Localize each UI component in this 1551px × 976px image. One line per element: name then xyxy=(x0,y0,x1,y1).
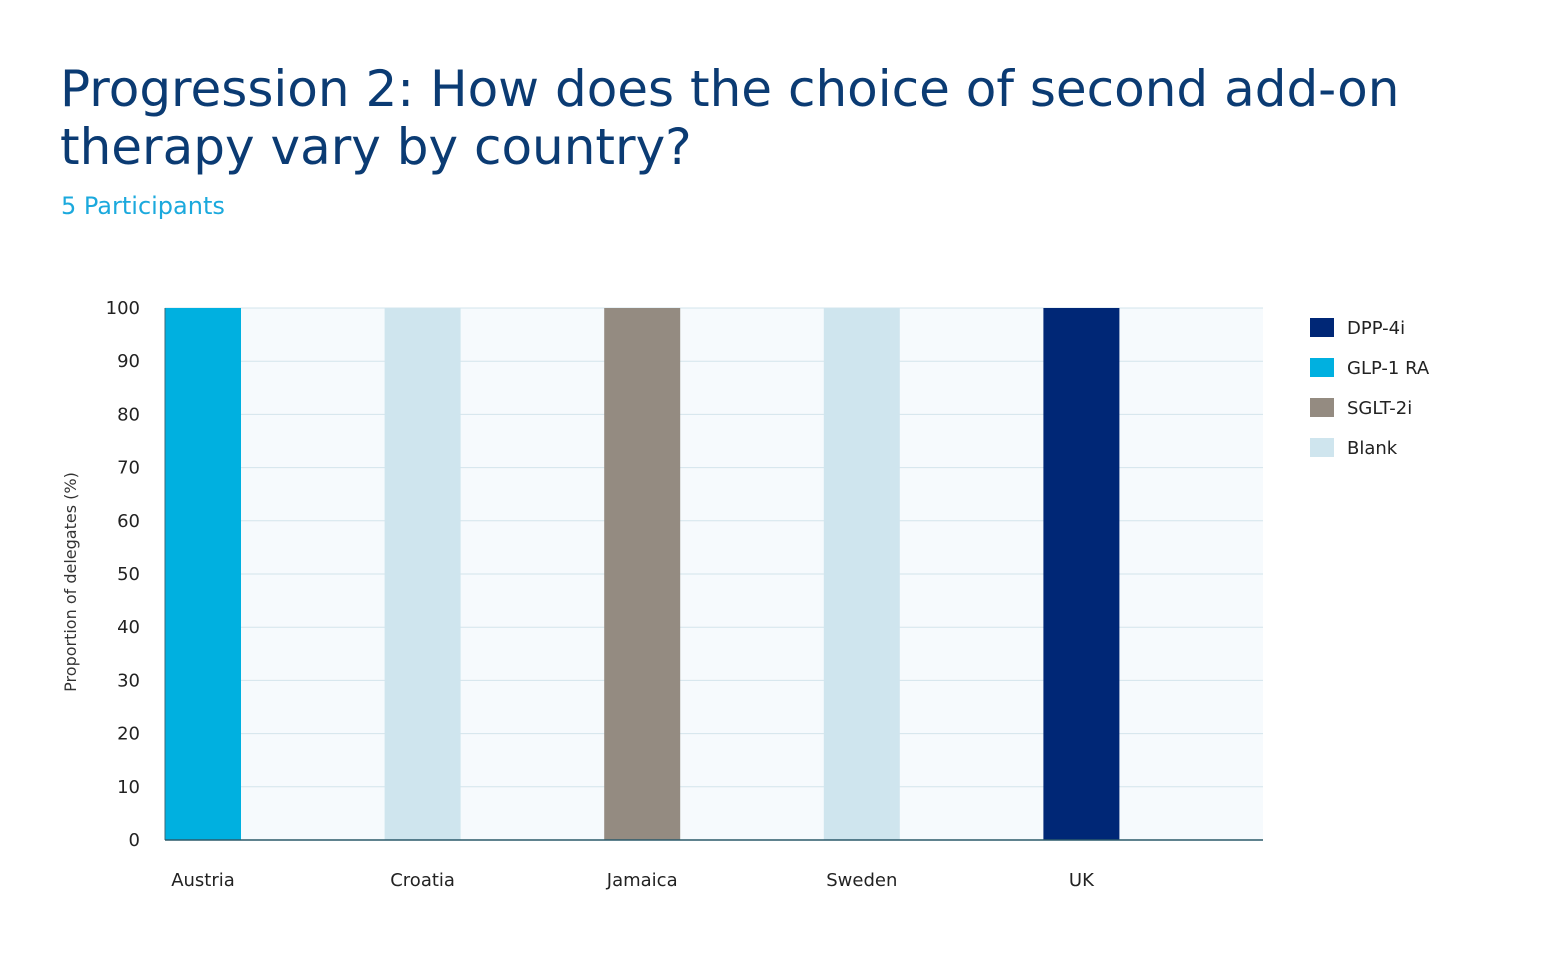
x-tick-label: Austria xyxy=(171,870,235,891)
bars xyxy=(165,308,1120,840)
y-tick-label: 50 xyxy=(117,564,140,585)
y-tick-label: 100 xyxy=(106,298,140,319)
x-tick-label: Jamaica xyxy=(606,870,678,891)
participants-count: 5 Participants xyxy=(61,192,225,220)
legend: DPP-4i GLP-1 RA SGLT-2i Blank xyxy=(1310,318,1430,459)
chart-title: Progression 2: How does the choice of se… xyxy=(60,60,1400,176)
y-tick-label: 10 xyxy=(117,777,140,798)
legend-item-blank: Blank xyxy=(1310,438,1398,459)
y-tick-label: 80 xyxy=(117,404,140,425)
bar-sweden-blank xyxy=(823,308,900,840)
y-tick-label: 60 xyxy=(117,511,140,532)
y-axis-ticks: 0 10 20 30 40 50 60 70 80 90 100 xyxy=(106,298,140,851)
legend-item-glp-1-ra: GLP-1 RA xyxy=(1310,358,1430,379)
y-axis-label: Proportion of delegates (%) xyxy=(61,472,80,692)
legend-swatch xyxy=(1310,398,1334,417)
x-tick-label: Sweden xyxy=(826,870,897,891)
x-tick-label: Croatia xyxy=(390,870,455,891)
x-axis-ticks: Austria Croatia Jamaica Sweden UK xyxy=(171,870,1095,891)
bar-austria-glp-1-ra xyxy=(165,308,241,840)
bar-croatia-blank xyxy=(384,308,461,840)
y-tick-label: 20 xyxy=(117,724,140,745)
legend-swatch xyxy=(1310,318,1334,337)
y-tick-label: 0 xyxy=(129,830,140,851)
legend-label: Blank xyxy=(1347,438,1398,459)
y-tick-label: 40 xyxy=(117,617,140,638)
legend-label: GLP-1 RA xyxy=(1347,358,1430,379)
legend-swatch xyxy=(1310,438,1334,457)
y-tick-label: 90 xyxy=(117,351,140,372)
y-tick-label: 30 xyxy=(117,670,140,691)
x-tick-label: UK xyxy=(1069,870,1095,891)
legend-swatch xyxy=(1310,358,1334,377)
legend-label: DPP-4i xyxy=(1347,318,1405,339)
legend-item-dpp-4i: DPP-4i xyxy=(1310,318,1405,339)
axes xyxy=(164,308,1263,841)
legend-item-sglt-2i: SGLT-2i xyxy=(1310,398,1412,419)
bar-uk-dpp-4i xyxy=(1043,308,1120,840)
legend-label: SGLT-2i xyxy=(1347,398,1412,419)
y-tick-label: 70 xyxy=(117,458,140,479)
bar-jamaica-sglt-2i xyxy=(604,308,681,840)
